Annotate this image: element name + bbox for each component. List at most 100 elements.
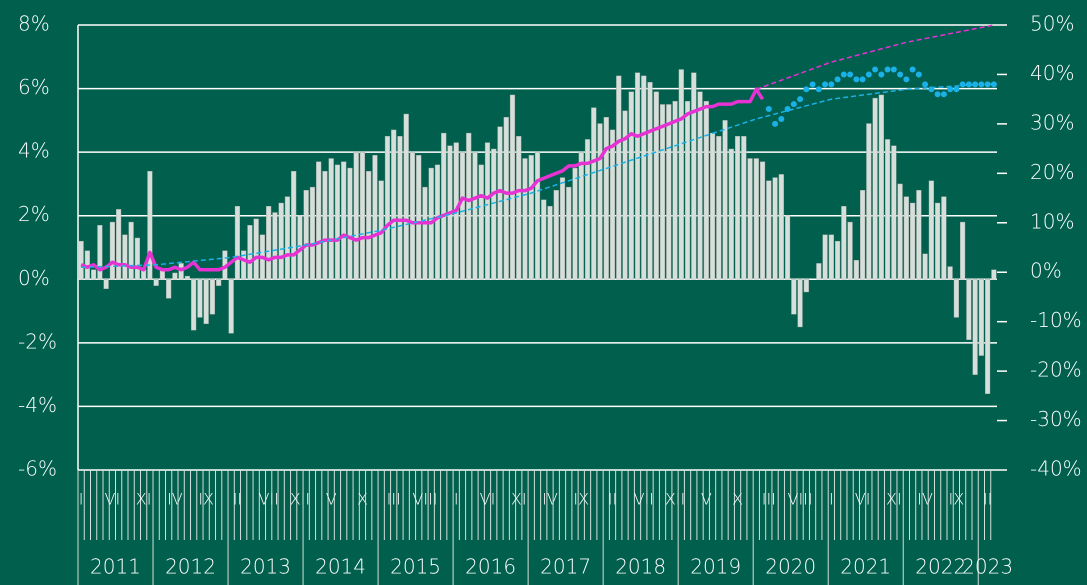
bar — [922, 253, 928, 280]
forecast-dot — [972, 81, 979, 88]
cumulative-line — [80, 87, 765, 272]
bar — [803, 279, 809, 293]
bar — [747, 158, 753, 280]
bar — [778, 174, 784, 280]
bar — [753, 158, 759, 280]
y2-tick-label: -20% — [1030, 358, 1082, 382]
bar — [791, 279, 797, 315]
forecast-dot — [959, 81, 966, 88]
x-tick-label: IV — [167, 490, 183, 509]
bar — [122, 234, 128, 280]
year-label: 2022 — [915, 555, 966, 579]
forecast-dot — [828, 81, 835, 88]
y2-tick-label: 10% — [1030, 209, 1074, 233]
bar — [509, 94, 516, 280]
forecast-dot — [884, 66, 891, 73]
forecast-dot — [953, 86, 960, 93]
bar — [203, 279, 209, 324]
bar — [359, 151, 366, 280]
bar — [197, 279, 203, 318]
bar — [409, 151, 416, 280]
bar — [603, 116, 609, 280]
forecast-dot — [865, 71, 872, 78]
bar — [316, 161, 322, 280]
bar — [147, 171, 153, 280]
x-tick-label: II — [233, 490, 242, 509]
x-tick-label: VI — [480, 490, 496, 509]
bar — [372, 155, 378, 280]
bar — [835, 240, 841, 280]
forecast-dot — [809, 81, 816, 88]
bar — [572, 167, 578, 280]
bar — [466, 132, 472, 280]
y-tick-label: 2% — [18, 202, 50, 226]
bar — [434, 164, 441, 280]
bar — [978, 279, 984, 356]
bar — [366, 171, 372, 280]
forecast-dot — [778, 115, 785, 122]
x-tick-label: VI — [105, 490, 121, 509]
bar — [309, 186, 316, 280]
x-tick-label: XI — [511, 490, 527, 509]
bar — [303, 190, 309, 280]
bar — [784, 215, 791, 280]
x-tick-label: IX — [198, 490, 214, 509]
forecast-dot — [859, 76, 866, 83]
x-tick-label: VII — [258, 490, 278, 509]
bar — [541, 199, 547, 280]
bar — [234, 205, 240, 280]
bar — [416, 155, 422, 280]
bar — [516, 136, 522, 280]
bar — [384, 136, 391, 280]
forecast-dot — [990, 81, 997, 88]
bar — [966, 279, 972, 340]
y-tick-label: 6% — [18, 75, 50, 99]
year-label: 2011 — [90, 555, 141, 579]
y2-tick-label: 30% — [1030, 110, 1074, 134]
x-tick-label: II — [608, 490, 617, 509]
bar — [722, 120, 728, 280]
forecast-dot — [784, 106, 791, 113]
bar — [628, 91, 634, 280]
bar — [284, 196, 291, 280]
bar — [266, 205, 272, 280]
bar — [528, 155, 534, 280]
x-tick-label: III — [387, 490, 401, 509]
bar — [891, 145, 897, 280]
bar — [184, 275, 190, 280]
bar — [397, 136, 403, 280]
bar — [641, 75, 647, 280]
bar — [885, 139, 891, 280]
forecast-dot — [909, 66, 916, 73]
bar — [478, 164, 484, 280]
bar — [472, 151, 478, 280]
bar — [253, 218, 259, 280]
y2-tick-label: 0% — [1030, 259, 1062, 283]
y2-tick-label: -30% — [1030, 407, 1082, 431]
bar — [209, 279, 215, 315]
bar — [684, 101, 691, 280]
bar — [816, 263, 822, 280]
bar — [278, 202, 284, 280]
bar — [291, 171, 297, 280]
bar — [341, 161, 347, 280]
bar — [622, 110, 628, 280]
x-tick-label: I — [79, 490, 84, 509]
forecast-dot — [853, 76, 860, 83]
bar — [216, 279, 222, 286]
y-tick-label: -2% — [18, 329, 57, 353]
forecast-dot — [984, 81, 991, 88]
bar — [584, 139, 591, 280]
forecast-dot — [803, 86, 810, 93]
bar — [109, 221, 115, 280]
forecast-dot — [822, 81, 829, 88]
bar — [172, 272, 178, 280]
year-label: 2016 — [465, 555, 516, 579]
bar — [841, 205, 847, 280]
bar — [328, 158, 334, 280]
year-label: 2023 — [962, 555, 1013, 579]
bar — [559, 177, 566, 280]
y-tick-label: 0% — [18, 266, 50, 290]
bar — [847, 221, 853, 280]
